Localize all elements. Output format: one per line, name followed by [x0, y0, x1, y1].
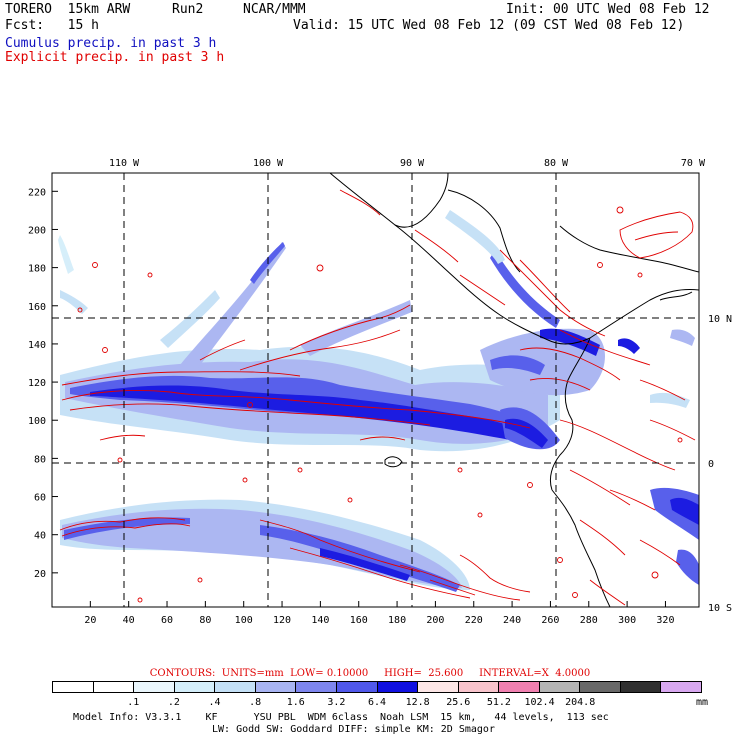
legend-swatch [133, 682, 174, 692]
lat-lon-grid [52, 173, 699, 607]
color-legend-labels: .1 .2 .4 .8 1.6 3.2 6.4 12.8 25.6 51.2 102.4 204.8 [0, 695, 740, 708]
legend-label: 1.6 [286, 697, 305, 708]
legend-label: 6.4 [368, 697, 387, 708]
cumulus-field-label: Cumulus precip. in past 3 h [5, 36, 217, 51]
longitude-label: 110 W [109, 158, 140, 169]
right-latitude-labels: 10 N 0 10 S [708, 314, 732, 614]
run-label: Run2 [172, 2, 204, 17]
legend-label: .1 [127, 697, 140, 708]
y-tick-label: 100 [28, 416, 46, 427]
x-tick-label: 180 [388, 615, 406, 626]
latitude-label: 0 [708, 459, 714, 470]
legend-label: 51.2 [486, 697, 511, 708]
model-physics: LW: Godd SW: Goddard DIFF: simple KM: 2D… [212, 724, 495, 735]
y-tick-label: 40 [34, 531, 46, 542]
contour-info: CONTOURS: UNITS=mm LOW= 0.10000 HIGH= 25… [149, 668, 591, 679]
legend-swatch [53, 682, 93, 692]
legend-swatch [376, 682, 418, 692]
explicit-field-label: Explicit precip. in past 3 h [5, 50, 225, 65]
init-time: Init: 00 UTC Wed 08 Feb 12 [506, 2, 710, 17]
y-tick-label: 160 [28, 302, 46, 313]
legend-swatch [92, 682, 134, 692]
y-tick-label: 180 [28, 264, 46, 275]
legend-swatch [579, 682, 620, 692]
legend-label: .8 [249, 697, 262, 708]
legend-swatch [457, 682, 499, 692]
x-tick-label: 120 [273, 615, 291, 626]
x-tick-label: 260 [541, 615, 559, 626]
x-tick-label: 240 [503, 615, 521, 626]
legend-swatch [295, 682, 336, 692]
org-label: NCAR/MMM [243, 2, 306, 17]
x-tick-label: 300 [618, 615, 636, 626]
explicit-contours [59, 189, 696, 606]
top-longitude-labels: 110 W 100 W 90 W 80 W 70 W [109, 158, 706, 169]
legend-label: .2 [167, 697, 180, 708]
longitude-label: 100 W [253, 158, 284, 169]
legend-label: .4 [208, 697, 221, 708]
explicit-contour-blobs [77, 206, 683, 603]
x-tick-label: 160 [350, 615, 368, 626]
x-tick-label: 320 [656, 615, 674, 626]
cumulus-shading [58, 210, 699, 592]
bottom-grid-ticks: 20 40 60 80 100 120 140 160 180 200 220 240 260 280 30… [84, 601, 674, 626]
x-tick-label: 20 [84, 615, 96, 626]
legend-swatch [619, 682, 661, 692]
y-tick-label: 220 [28, 187, 46, 198]
legend-swatch [173, 682, 215, 692]
legend-swatch [498, 682, 539, 692]
legend-swatch [417, 682, 458, 692]
valid-time: Valid: 15 UTC Wed 08 Feb 12 (09 CST Wed … [293, 18, 685, 33]
y-tick-label: 140 [28, 340, 46, 351]
x-tick-label: 40 [123, 615, 135, 626]
longitude-label: 70 W [681, 158, 706, 169]
legend-label: 3.2 [327, 697, 346, 708]
longitude-label: 90 W [400, 158, 425, 169]
longitude-label: 80 W [544, 158, 569, 169]
model-info: Model Info: V3.3.1 KF YSU PBL WDM 6class… [73, 712, 609, 723]
map-body [52, 173, 699, 607]
x-tick-label: 220 [465, 615, 483, 626]
legend-label: 102.4 [524, 697, 555, 708]
legend-label: 25.6 [446, 697, 471, 708]
latitude-label: 10 S [708, 603, 732, 614]
model-title: TORERO 15km ARW [5, 2, 131, 17]
map-frame [51, 172, 700, 608]
legend-swatch [335, 682, 377, 692]
legend-swatch [254, 682, 296, 692]
y-tick-label: 60 [34, 493, 46, 504]
x-tick-label: 60 [161, 615, 173, 626]
forecast-hour: Fcst: 15 h [5, 18, 99, 33]
color-legend [52, 681, 702, 693]
latitude-label: 10 N [708, 314, 732, 325]
x-tick-label: 140 [311, 615, 329, 626]
legend-swatch [538, 682, 580, 692]
left-grid-ticks: 20 40 60 80 100 120 140 160 180 200 220 [28, 187, 58, 580]
x-tick-label: 200 [426, 615, 444, 626]
legend-label: 12.8 [405, 697, 430, 708]
legend-swatch [660, 682, 701, 692]
y-tick-label: 20 [34, 569, 46, 580]
legend-swatch [214, 682, 255, 692]
y-tick-label: 80 [34, 454, 46, 465]
legend-unit: mm [696, 697, 709, 708]
y-tick-label: 120 [28, 378, 46, 389]
y-tick-label: 200 [28, 225, 46, 236]
legend-label: 204.8 [565, 697, 596, 708]
x-tick-label: 100 [235, 615, 253, 626]
x-tick-label: 80 [199, 615, 211, 626]
x-tick-label: 280 [580, 615, 598, 626]
